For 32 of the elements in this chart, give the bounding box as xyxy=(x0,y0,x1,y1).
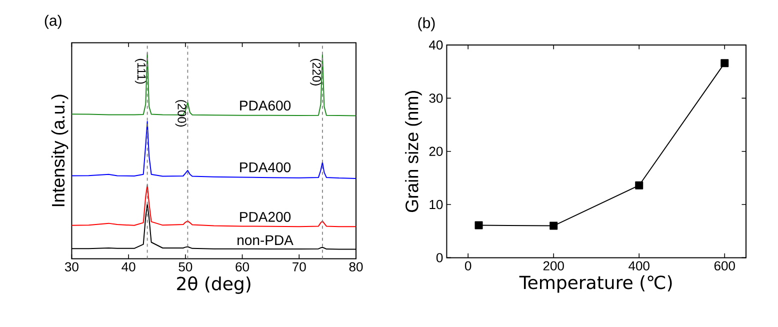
point xyxy=(550,222,558,230)
x-tick-label: 80 xyxy=(349,262,363,272)
x-tick-label: 600 xyxy=(714,261,735,270)
series-label: PDA200 xyxy=(240,212,291,222)
chart-title: (b) xyxy=(418,17,435,32)
x-tick-label: 70 xyxy=(292,262,306,272)
chart-title: (a) xyxy=(44,14,62,29)
annotation: (111) xyxy=(134,58,146,84)
x-tick-label: 400 xyxy=(628,261,650,270)
x-axis-title: Temperature (℃) xyxy=(519,275,672,293)
x-tick-label: 30 xyxy=(64,262,78,272)
annotation: (220) xyxy=(310,58,322,86)
point xyxy=(720,59,729,68)
y-axis-title: Grain size (nm) xyxy=(405,90,422,212)
y-tick-label: 10 xyxy=(430,200,443,210)
y-axis-title: Intensity (a.u.) xyxy=(51,94,68,206)
series-label: PDA400 xyxy=(240,162,291,172)
point xyxy=(474,221,483,230)
x-tick-label: 0 xyxy=(464,261,472,270)
y-tick-label: 40 xyxy=(429,40,443,50)
x-axis-title: 2θ (deg) xyxy=(177,276,250,294)
y-tick-label: 20 xyxy=(429,146,443,156)
x-tick-label: 50 xyxy=(178,262,192,272)
point xyxy=(635,181,644,190)
series-label: non-PDA xyxy=(238,235,294,246)
x-tick-label: 40 xyxy=(122,262,136,272)
y-tick-label: 0 xyxy=(436,253,443,262)
series-label: PDA600 xyxy=(240,100,291,111)
y-tick-label: 30 xyxy=(429,94,443,103)
x-tick-label: 60 xyxy=(236,262,250,272)
x-tick-label: 200 xyxy=(543,261,564,270)
annotation: (200) xyxy=(175,100,186,127)
